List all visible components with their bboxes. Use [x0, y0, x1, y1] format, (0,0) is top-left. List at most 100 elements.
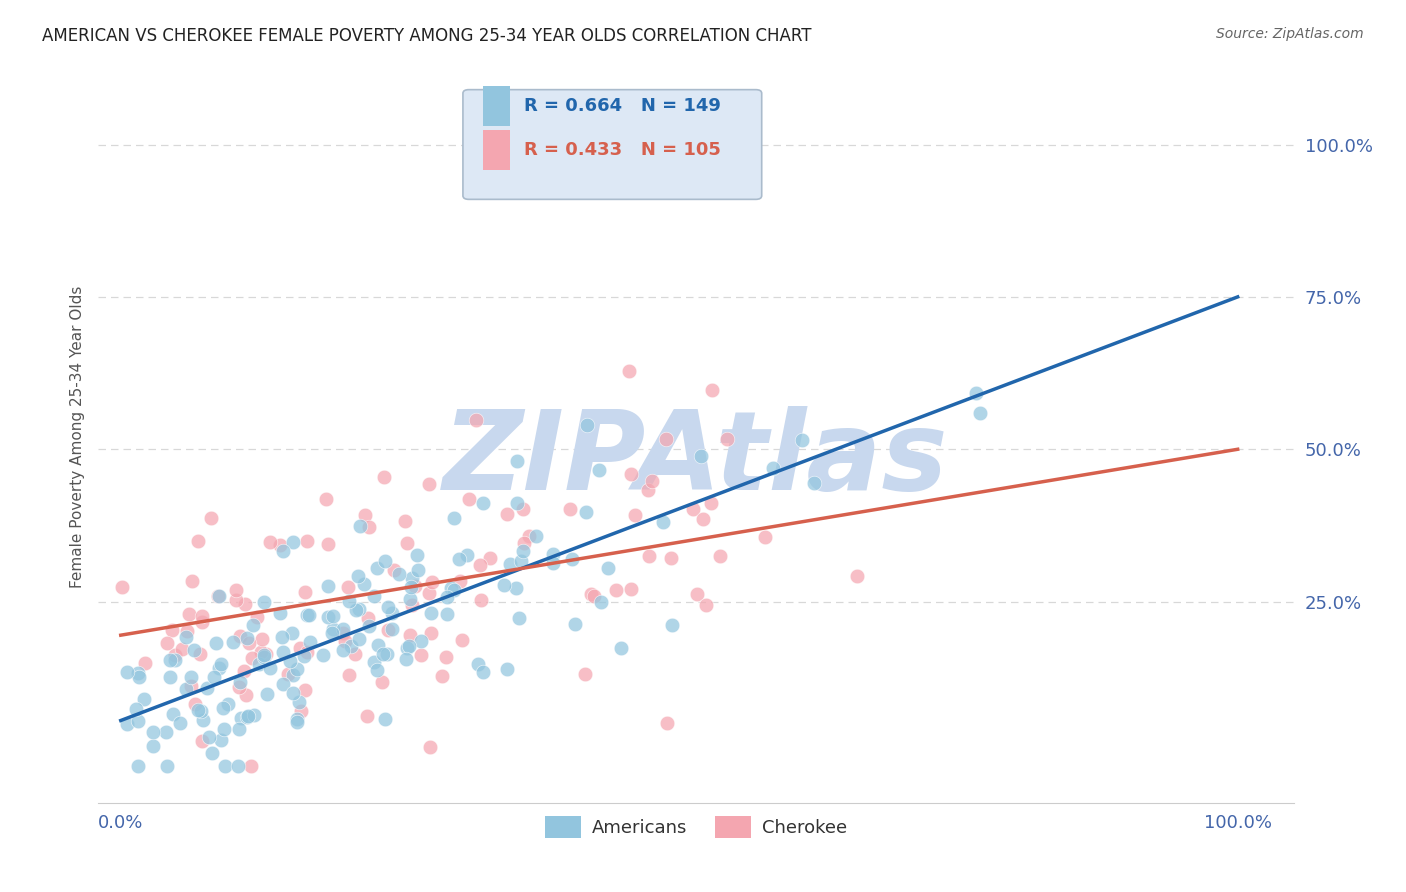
Point — [316, 579, 339, 593]
Point — [176, 624, 198, 638]
Point — [285, 715, 308, 730]
Point — [247, 657, 270, 672]
Point — [395, 535, 418, 549]
Point — [250, 645, 273, 659]
Point — [128, 670, 150, 684]
Point — [467, 657, 489, 671]
FancyBboxPatch shape — [463, 90, 762, 200]
Point — [159, 653, 181, 667]
Point — [367, 638, 389, 652]
Point — [191, 734, 214, 748]
Point — [299, 635, 322, 649]
Point — [465, 412, 488, 426]
Point — [792, 433, 814, 447]
Point — [451, 633, 474, 648]
Point — [468, 558, 491, 572]
Point — [422, 574, 444, 589]
Point — [198, 730, 221, 744]
Point — [685, 587, 707, 601]
Point — [283, 535, 305, 549]
Point — [339, 640, 361, 654]
Point — [281, 668, 304, 682]
Point — [127, 759, 149, 773]
Point — [183, 642, 205, 657]
Point — [212, 723, 235, 737]
Point — [115, 665, 138, 679]
Point — [690, 449, 713, 463]
Point — [221, 635, 243, 649]
Point — [280, 654, 302, 668]
Point — [374, 713, 396, 727]
Point — [290, 704, 312, 718]
Point — [399, 628, 422, 642]
Point — [420, 626, 443, 640]
Point — [399, 580, 422, 594]
Point — [205, 636, 228, 650]
Point — [478, 550, 501, 565]
Point — [295, 645, 318, 659]
Point — [347, 602, 370, 616]
Point — [432, 668, 454, 682]
Point — [472, 495, 495, 509]
Point — [110, 580, 132, 594]
Point — [357, 611, 380, 625]
Point — [256, 687, 278, 701]
Point — [322, 608, 344, 623]
Point — [253, 595, 276, 609]
Point — [236, 710, 259, 724]
Point — [179, 607, 201, 622]
Point — [443, 582, 465, 597]
Point — [183, 697, 205, 711]
Point — [411, 648, 433, 662]
Point — [655, 432, 678, 446]
Point — [191, 615, 214, 629]
Point — [172, 642, 194, 657]
Point — [335, 634, 357, 648]
Point — [381, 607, 404, 621]
Point — [398, 592, 420, 607]
Text: ZIPAtlas: ZIPAtlas — [443, 406, 949, 513]
Point — [637, 483, 659, 497]
Point — [543, 556, 565, 570]
Point — [235, 631, 257, 645]
Point — [169, 715, 191, 730]
Point — [373, 470, 395, 484]
Point — [229, 711, 252, 725]
Point — [574, 667, 596, 681]
Point — [191, 608, 214, 623]
Point — [560, 502, 582, 516]
Point — [373, 648, 395, 662]
Point — [449, 574, 471, 588]
Point — [700, 496, 723, 510]
Point — [579, 586, 602, 600]
Point — [277, 667, 299, 681]
Point — [343, 648, 366, 662]
Point — [117, 716, 139, 731]
Point — [322, 622, 344, 636]
Point — [155, 725, 177, 739]
Point — [226, 759, 249, 773]
Point — [191, 713, 214, 727]
Point — [640, 474, 662, 488]
Point — [180, 670, 202, 684]
Point — [605, 583, 627, 598]
Point — [214, 759, 236, 773]
Point — [405, 548, 427, 562]
Point — [288, 641, 311, 656]
Point — [202, 669, 225, 683]
Point — [246, 610, 269, 624]
Point — [159, 670, 181, 684]
Point — [235, 688, 257, 702]
Point — [156, 759, 179, 773]
Point — [225, 583, 247, 598]
Point — [294, 682, 316, 697]
Point — [332, 643, 354, 657]
Point — [285, 712, 308, 726]
Point — [271, 630, 294, 644]
Point — [134, 657, 156, 671]
Point — [620, 467, 643, 482]
Point — [845, 569, 868, 583]
Bar — [484, 86, 509, 127]
Point — [404, 579, 426, 593]
Point — [228, 680, 250, 694]
